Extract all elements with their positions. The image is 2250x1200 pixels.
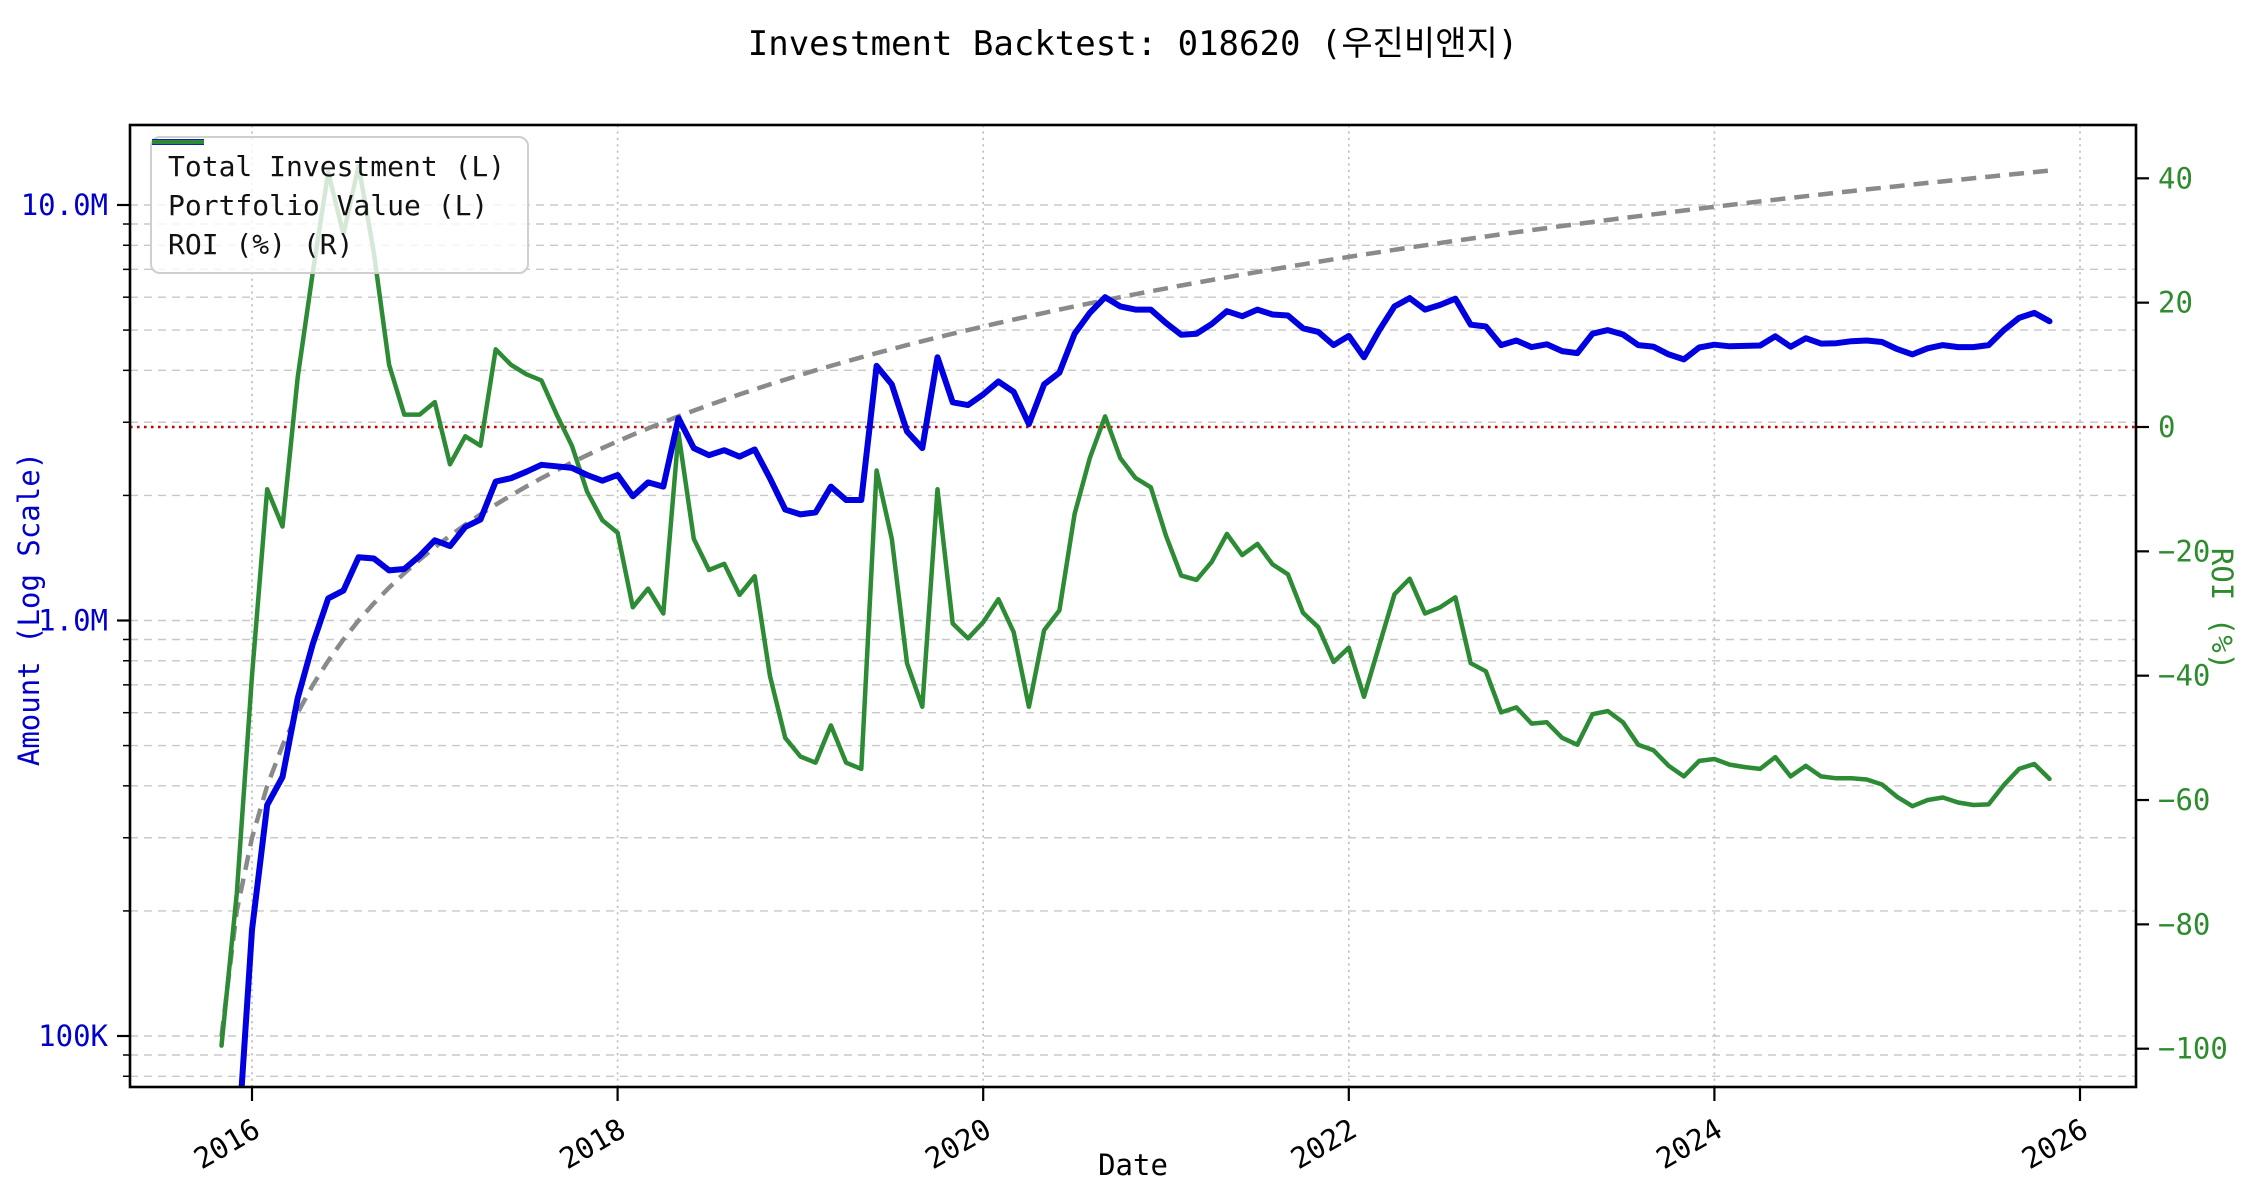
- legend-label: Total Investment (L): [168, 149, 506, 183]
- chart-title: Investment Backtest: 018620 (우진비앤지): [747, 24, 1519, 64]
- portfolio-value-line: [238, 294, 2053, 1087]
- right-tick-label: 20: [2158, 286, 2193, 320]
- gridlines: [130, 125, 2136, 1087]
- total-investment-line: [219, 168, 2050, 1037]
- right-tick-label: −100: [2158, 1032, 2228, 1066]
- right-tick-label: −80: [2158, 907, 2210, 941]
- series-group: [219, 163, 2053, 1087]
- roi-line: [219, 163, 2052, 1048]
- legend-label: ROI (%) (R): [168, 227, 354, 261]
- legend-entry-total-investment: Total Investment (L): [152, 139, 506, 183]
- right-tick-label: 0: [2158, 410, 2175, 444]
- right-axis-label: ROI (%): [2205, 547, 2239, 671]
- left-tick-label: 100K: [38, 1019, 108, 1053]
- left-axis-label: Amount (Log Scale): [12, 451, 46, 767]
- plot-border: [128, 123, 2138, 1089]
- legend-label: Portfolio Value (L): [168, 188, 489, 222]
- x-axis-label: Date: [1098, 1148, 1168, 1182]
- right-tick-label: 40: [2158, 161, 2193, 195]
- left-tick-label: 10.0M: [21, 188, 108, 222]
- legend-entry-roi: ROI (%) (R): [152, 139, 505, 261]
- legend-entry-portfolio-value: Portfolio Value (L): [152, 139, 505, 222]
- right-tick-label: −20: [2158, 534, 2210, 568]
- solid-line-icon: [152, 139, 204, 145]
- left-tick-label: 1.0M: [38, 604, 108, 638]
- chart-legend: Total Investment (L) Portfolio Value (L)…: [150, 136, 530, 274]
- right-tick-label: −40: [2158, 659, 2210, 693]
- right-tick-label: −60: [2158, 783, 2210, 817]
